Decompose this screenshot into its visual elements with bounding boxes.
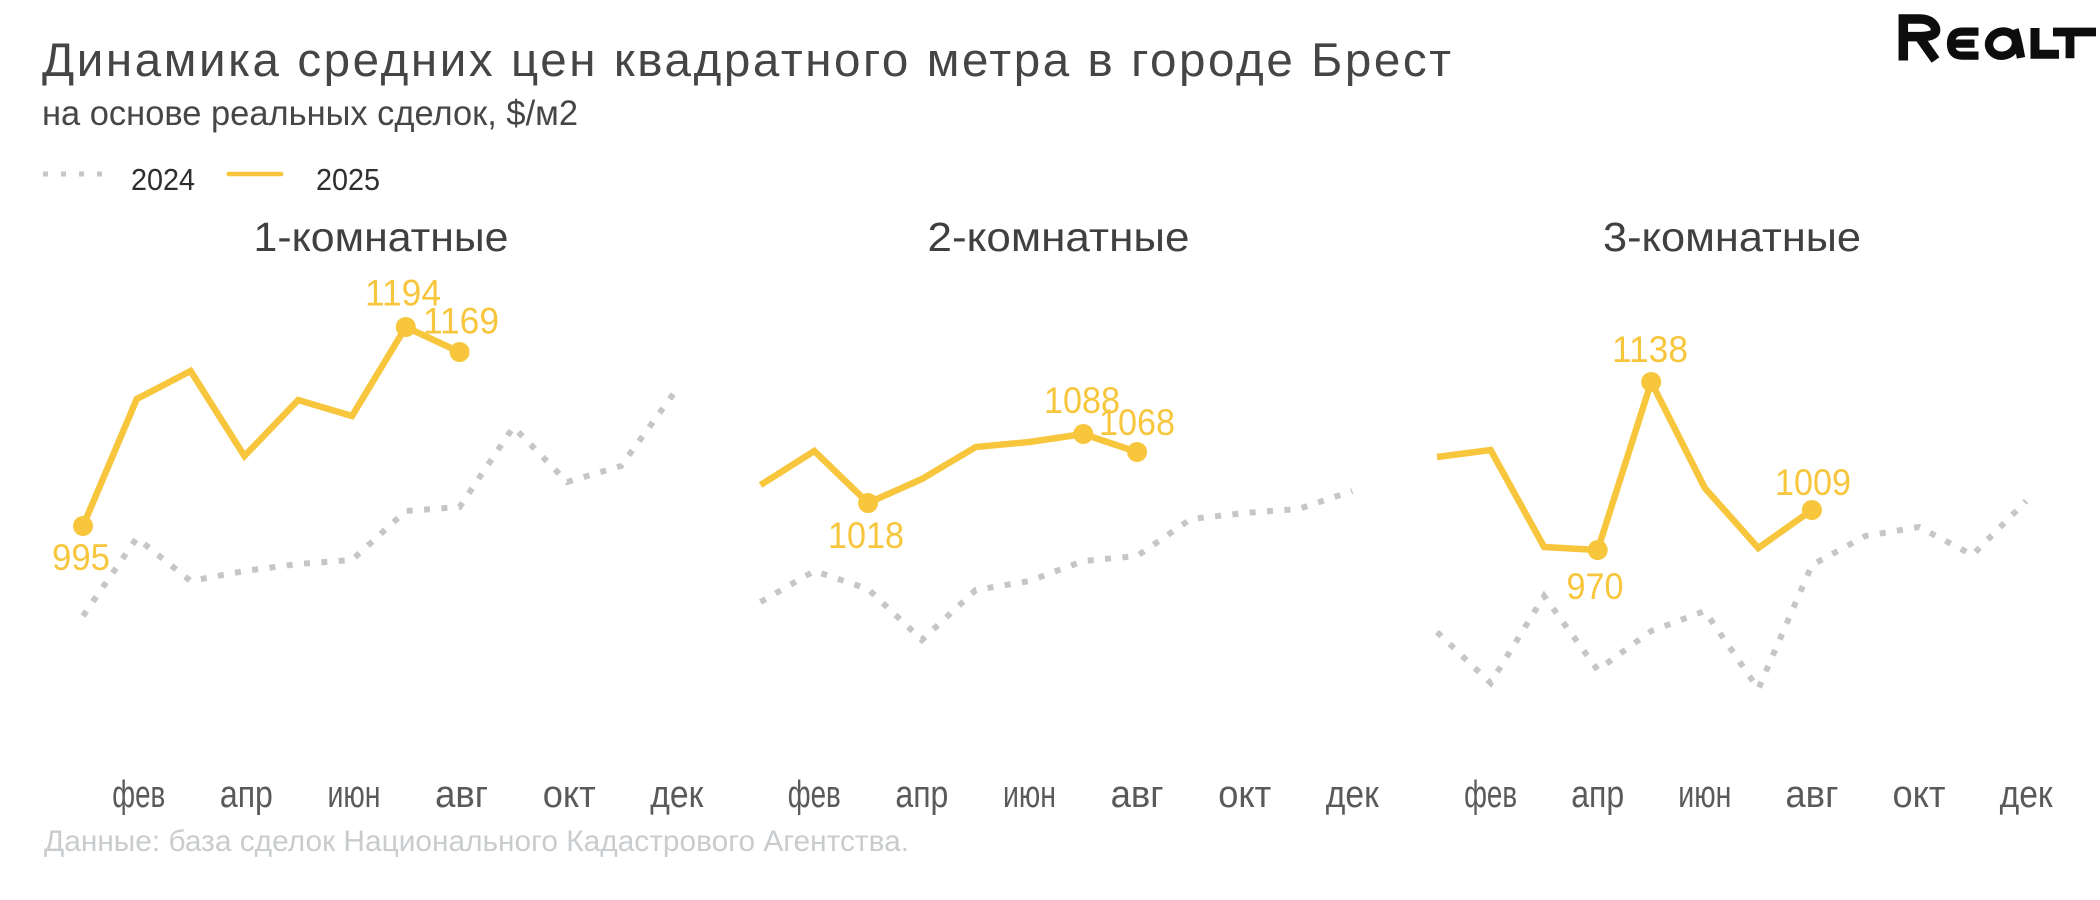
svg-text:3-комнатные: 3-комнатные: [1603, 214, 1861, 260]
svg-text:1-комнатные: 1-комнатные: [254, 214, 509, 260]
svg-text:2024: 2024: [131, 162, 195, 197]
svg-text:на основе реальных сделок, $/м: на основе реальных сделок, $/м2: [42, 94, 578, 133]
svg-text:1138: 1138: [1612, 329, 1688, 370]
svg-text:июн: июн: [328, 774, 381, 816]
svg-text:фев: фев: [788, 774, 841, 816]
svg-text:Данные: база сделок Национальн: Данные: база сделок Национального Кадаст…: [44, 825, 909, 858]
svg-text:фев: фев: [112, 774, 165, 816]
svg-text:дек: дек: [2000, 774, 2053, 816]
svg-text:авг: авг: [435, 774, 488, 816]
svg-text:авг: авг: [1785, 774, 1838, 816]
svg-text:апр: апр: [1571, 774, 1624, 816]
svg-text:окт: окт: [543, 774, 596, 816]
svg-text:1169: 1169: [423, 301, 499, 342]
svg-text:дек: дек: [1326, 774, 1379, 816]
svg-text:Динамика средних цен квадратно: Динамика средних цен квадратного метра в…: [42, 34, 1451, 87]
svg-text:апр: апр: [220, 774, 273, 816]
svg-text:2-комнатные: 2-комнатные: [928, 214, 1190, 260]
svg-text:970: 970: [1567, 566, 1624, 607]
svg-text:апр: апр: [895, 774, 948, 816]
svg-text:1194: 1194: [365, 273, 441, 314]
svg-text:1018: 1018: [828, 515, 904, 556]
svg-text:1068: 1068: [1099, 402, 1175, 443]
svg-text:1009: 1009: [1775, 462, 1851, 503]
svg-text:995: 995: [52, 537, 110, 578]
svg-text:2025: 2025: [316, 162, 380, 197]
svg-text:фев: фев: [1464, 774, 1517, 816]
svg-text:окт: окт: [1893, 774, 1946, 816]
svg-text:авг: авг: [1111, 774, 1164, 816]
svg-text:1088: 1088: [1044, 380, 1120, 421]
svg-text:июн: июн: [1678, 774, 1731, 816]
svg-text:дек: дек: [650, 774, 703, 816]
svg-text:июн: июн: [1003, 774, 1056, 816]
svg-text:окт: окт: [1218, 774, 1271, 816]
